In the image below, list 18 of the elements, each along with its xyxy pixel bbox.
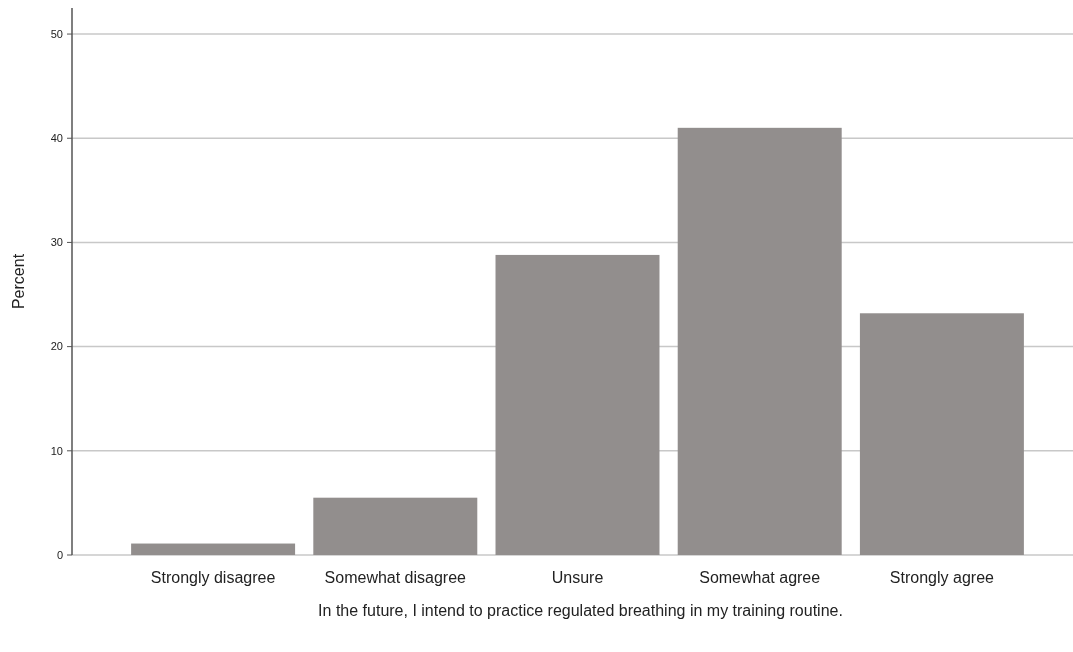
- bar: [131, 543, 296, 555]
- bar: [677, 127, 842, 555]
- x-tick-label: Somewhat disagree: [324, 569, 467, 586]
- x-tick-label: Strongly disagree: [150, 569, 276, 586]
- y-tick-label: 20: [50, 340, 63, 353]
- x-tick-label: Unsure: [551, 569, 604, 586]
- y-tick-label: 40: [50, 132, 63, 145]
- bar: [495, 254, 660, 555]
- y-tick-label: 50: [50, 27, 63, 40]
- bar: [313, 497, 478, 555]
- x-tick-label: Somewhat agree: [699, 569, 821, 586]
- x-tick-label: Strongly agree: [889, 569, 995, 586]
- y-tick-label: 0: [56, 548, 63, 561]
- y-tick-label: 10: [50, 444, 63, 457]
- x-axis-title: In the future, I intend to practice regulated breathing in my training routine.: [318, 602, 843, 619]
- y-axis-title: Percent: [10, 253, 27, 310]
- y-tick-label: 30: [50, 236, 63, 249]
- bar: [859, 313, 1024, 555]
